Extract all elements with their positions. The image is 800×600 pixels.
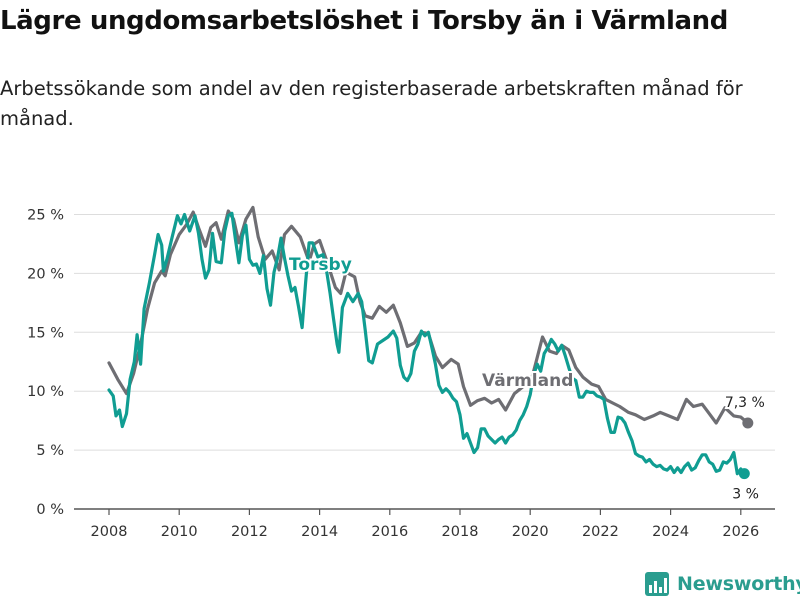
- y-tick-label: 20 %: [27, 266, 64, 282]
- series-line-v-rmland: [107, 205, 750, 425]
- x-tick-label: 2020: [512, 524, 549, 540]
- x-tick-label: 2018: [442, 524, 479, 540]
- x-tick-label: 2022: [582, 524, 619, 540]
- x-tick-label: 2024: [652, 524, 689, 540]
- x-axis: 2008 2010 2012 2014 2016 2018 2020 2022 2024 2026: [91, 509, 759, 540]
- gridlines: [74, 214, 775, 510]
- end-point-v-rmland: [742, 417, 754, 429]
- chart-subtitle: Arbetssökande som andel av den registerb…: [0, 77, 743, 130]
- x-tick-label: 2016: [371, 524, 408, 540]
- series-lines: [107, 205, 754, 480]
- y-tick-label: 0 %: [36, 502, 64, 518]
- y-tick-label: 10 %: [27, 384, 64, 400]
- series-label-varmland: Värmland: [482, 371, 573, 391]
- x-tick-label: 2012: [231, 524, 268, 540]
- line-chart: 0 %5 %10 %15 %20 %25 % 2008 2010 2012 2014 2…: [27, 205, 775, 540]
- x-tick-label: 2026: [722, 524, 759, 540]
- end-value-label-varmland: 7,3 %: [725, 395, 765, 411]
- x-tick-label: 2014: [301, 524, 338, 540]
- series-labels: Torsby Värmland 7,3 % 3 %: [287, 253, 767, 505]
- series-line-torsby: [107, 211, 746, 476]
- end-point-torsby: [738, 468, 750, 480]
- y-axis-labels: 0 % 5 % 10 % 15 % 20 % 25 %: [27, 208, 64, 519]
- newsworthy-brand: Newsworthy: [645, 570, 800, 598]
- newsworthy-logo-icon: [645, 572, 669, 596]
- x-tick-label: 2008: [91, 524, 128, 540]
- chart-title: Lägre ungdomsarbetslöshet i Torsby än i …: [0, 6, 728, 36]
- end-value-label-torsby: 3 %: [732, 487, 759, 503]
- y-tick-label: 25 %: [27, 208, 64, 224]
- x-tick-label: 2010: [161, 524, 198, 540]
- y-tick-label: 15 %: [27, 325, 64, 341]
- brand-name: Newsworthy: [677, 573, 800, 595]
- y-tick-label: 5 %: [36, 443, 64, 459]
- series-label-torsby: Torsby: [289, 255, 352, 275]
